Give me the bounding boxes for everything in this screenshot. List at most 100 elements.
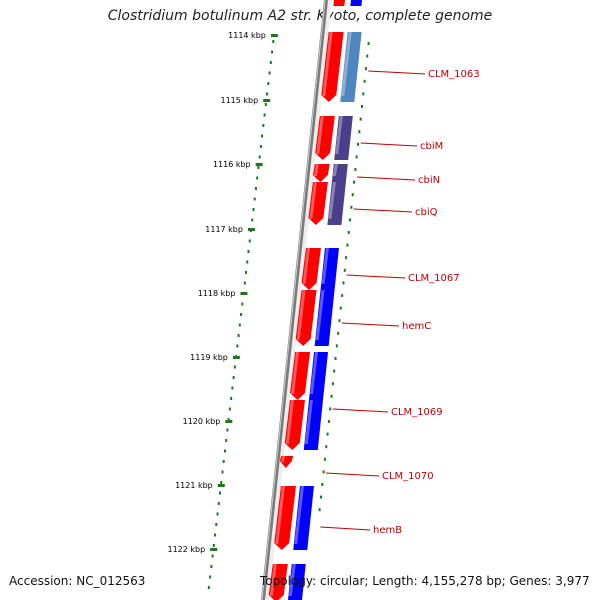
tick-dot bbox=[246, 260, 249, 264]
major-tick bbox=[225, 420, 233, 423]
tick-dot bbox=[241, 302, 244, 306]
gene-labels: CLM_1063 cbiM cbiN cbiQ CLM_1067 hemC CLM_1069… bbox=[320, 69, 480, 536]
gene-feature-forward bbox=[268, 564, 288, 600]
tick-dot bbox=[338, 319, 341, 323]
gene-label: cbiQ bbox=[415, 207, 438, 218]
tick-label: 1115 kbp bbox=[220, 96, 258, 105]
tick-dot bbox=[271, 50, 274, 54]
tick-dot bbox=[251, 218, 254, 222]
tick-dot bbox=[346, 243, 349, 247]
tick-dot bbox=[351, 193, 354, 197]
gene-feature-cog bbox=[293, 486, 314, 550]
gene-feature-cog-highlight bbox=[341, 32, 352, 96]
gene-feature-forward bbox=[290, 352, 311, 400]
tick-label: 1122 kbp bbox=[168, 545, 206, 554]
gene-feature-cog bbox=[320, 248, 339, 290]
gene-label: CLM_1069 bbox=[391, 407, 443, 418]
gene-feature-forward bbox=[312, 164, 330, 182]
gene-label: CLM_1067 bbox=[408, 273, 460, 284]
tick-dot bbox=[226, 428, 229, 432]
tick-dot bbox=[252, 208, 255, 211]
accession-label: Accession: NC_012563 bbox=[9, 574, 146, 588]
tick-dot bbox=[367, 42, 370, 45]
tick-dot bbox=[358, 130, 361, 134]
gene-feature-forward bbox=[321, 32, 344, 102]
tick-label: 1114 kbp bbox=[228, 31, 266, 40]
gene-label: CLM_1063 bbox=[428, 69, 480, 80]
tick-dot bbox=[347, 231, 350, 234]
tick-dot bbox=[330, 394, 333, 398]
major-tick bbox=[270, 34, 278, 37]
gene-feature-forward-highlight bbox=[309, 182, 317, 219]
tick-dot bbox=[364, 67, 367, 71]
tick-dot bbox=[355, 155, 358, 159]
gene-feature-forward-highlight bbox=[322, 32, 333, 96]
tick-dot bbox=[322, 470, 325, 474]
gene-feature-forward-highlight bbox=[275, 486, 285, 544]
tick-dot bbox=[323, 457, 326, 461]
gene-feature-cog bbox=[331, 164, 348, 182]
tick-dot bbox=[207, 586, 210, 589]
gene-feature-cog-highlight bbox=[335, 116, 343, 154]
gene-feature-forward bbox=[284, 400, 305, 450]
tick-dot bbox=[254, 187, 257, 190]
topology-label: Topology: circular; Length: 4,155,278 bp… bbox=[260, 574, 590, 588]
major-tick bbox=[247, 228, 255, 231]
backbone-highlight bbox=[261, 0, 326, 600]
tick-dot bbox=[337, 331, 340, 335]
tick-dot bbox=[349, 218, 352, 222]
tick-dot bbox=[326, 432, 329, 436]
tick-dot bbox=[269, 61, 272, 64]
tick-dot bbox=[339, 306, 342, 310]
gene-feature-cog-highlight bbox=[328, 182, 336, 219]
tick-label: 1118 kbp bbox=[198, 289, 236, 298]
gene-label: cbiN bbox=[418, 175, 440, 186]
tick-dot bbox=[223, 449, 226, 453]
tick-dot bbox=[318, 508, 321, 512]
tick-dot bbox=[327, 420, 330, 423]
tick-dot bbox=[342, 281, 345, 285]
tick-dot bbox=[360, 105, 363, 108]
tick-dot bbox=[331, 382, 334, 386]
tick-dot bbox=[219, 491, 222, 495]
tick-dot bbox=[253, 197, 256, 201]
tick-dot bbox=[248, 239, 251, 243]
tick-dot bbox=[221, 470, 224, 474]
tick-dot bbox=[232, 376, 235, 379]
tick-dot bbox=[243, 281, 246, 285]
gene-feature-forward-highlight bbox=[316, 116, 324, 154]
gene-feature-cog bbox=[327, 182, 346, 225]
tick-dot bbox=[325, 445, 328, 449]
gene-feature-cog-highlight bbox=[288, 564, 296, 596]
tick-dot bbox=[210, 565, 213, 568]
gene-features bbox=[268, 0, 363, 600]
tick-dot bbox=[353, 180, 356, 184]
gene-feature-forward bbox=[274, 486, 296, 550]
tick-dot bbox=[233, 365, 236, 369]
tick-dot bbox=[211, 554, 214, 558]
tick-dot bbox=[214, 533, 217, 537]
tick-label: 1120 kbp bbox=[183, 417, 221, 426]
tick-dot bbox=[217, 502, 220, 505]
tick-dot bbox=[256, 176, 259, 180]
gene-feature-forward-highlight bbox=[313, 164, 319, 176]
tick-dot bbox=[266, 92, 269, 96]
tick-dot bbox=[268, 71, 271, 75]
tick-dot bbox=[363, 79, 366, 83]
tick-dot bbox=[247, 250, 250, 253]
gene-label: hemB bbox=[373, 525, 402, 536]
gene-label: hemC bbox=[402, 321, 431, 332]
tick-dot bbox=[212, 544, 215, 547]
tick-label: 1121 kbp bbox=[175, 481, 213, 490]
gene-feature-cog bbox=[303, 400, 323, 450]
tick-dot bbox=[366, 54, 369, 58]
tick-dot bbox=[225, 439, 228, 442]
gene-feature-reverse bbox=[350, 0, 363, 6]
tick-label: 1119 kbp bbox=[190, 353, 228, 362]
tick-dot bbox=[345, 256, 348, 260]
gene-leader-line bbox=[360, 142, 418, 147]
gene-feature-small-highlight bbox=[280, 456, 286, 462]
tick-dot bbox=[350, 205, 353, 209]
gene-feature-cog bbox=[334, 116, 353, 160]
tick-dot bbox=[335, 344, 338, 348]
